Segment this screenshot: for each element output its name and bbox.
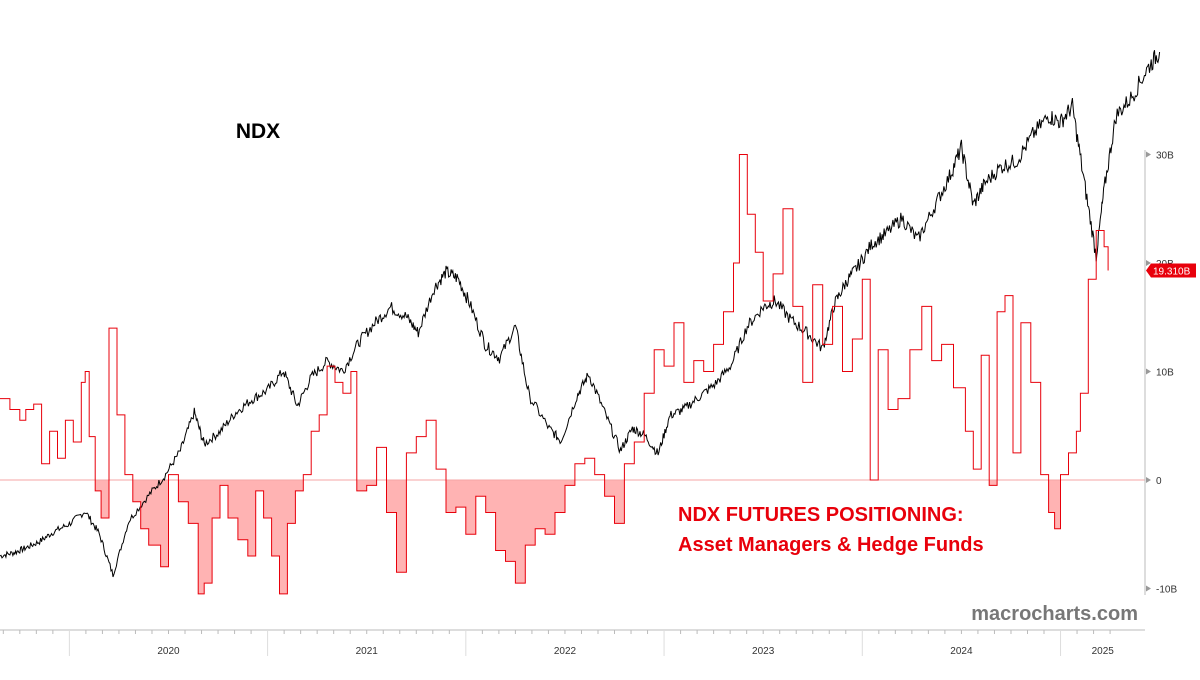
x-axis: 2020 2021 2022 2023 2024 2025 bbox=[0, 629, 1145, 657]
x-axis-year-label: 2021 bbox=[356, 646, 379, 657]
last-value-badge-shape bbox=[1146, 263, 1196, 278]
positioning-negative-fill bbox=[0, 480, 1109, 594]
ndx-line bbox=[0, 50, 1161, 578]
right-axis-tick bbox=[1146, 585, 1151, 592]
x-axis-year-label: 2023 bbox=[752, 646, 775, 657]
annotation-line-2: Asset Managers & Hedge Funds bbox=[678, 534, 984, 556]
x-axis-year-label: 2025 bbox=[1092, 646, 1115, 657]
x-axis-year-label: 2020 bbox=[157, 646, 180, 657]
x-axis-year-label: 2022 bbox=[554, 646, 577, 657]
annotation-line-1: NDX FUTURES POSITIONING: bbox=[678, 504, 964, 526]
right-axis-tick-label: 0 bbox=[1156, 476, 1162, 487]
right-axis-tick bbox=[1146, 151, 1151, 158]
last-value-badge: 19.310B bbox=[1146, 263, 1196, 278]
positioning-line bbox=[0, 154, 1109, 595]
watermark: macrocharts.com bbox=[971, 603, 1138, 625]
right-axis-tick-label: 10B bbox=[1156, 368, 1174, 379]
right-axis-tick-label: 30B bbox=[1156, 151, 1174, 162]
x-axis-year-label: 2024 bbox=[950, 646, 973, 657]
right-axis-tick bbox=[1146, 260, 1151, 266]
right-axis-tick bbox=[1146, 368, 1151, 375]
chart-title: NDX bbox=[236, 120, 280, 143]
positioning-series bbox=[0, 154, 1109, 595]
ndx-series bbox=[0, 50, 1161, 578]
negative-area bbox=[0, 480, 1109, 594]
right-axis-tick-label: -10B bbox=[1156, 585, 1177, 596]
right-axis-tick bbox=[1146, 477, 1151, 483]
last-value-label: 19.310B bbox=[1153, 266, 1191, 277]
